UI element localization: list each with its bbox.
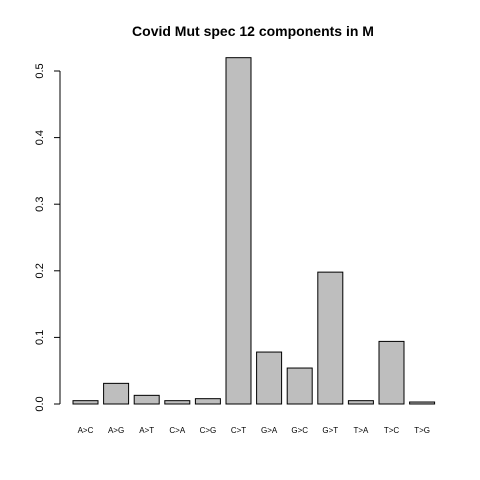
bar-T>A <box>347 400 374 405</box>
x-tick-label: A>C <box>78 426 94 435</box>
bar-C>A <box>164 400 191 405</box>
bar-T>G <box>409 401 436 405</box>
y-tick-label: 0.5 <box>34 63 46 78</box>
bar-A>C <box>72 400 99 405</box>
x-axis-labels: A>C A>G A>T C>A C>G C>T G>A G>C G>T T>A T>C T>G <box>78 426 430 435</box>
y-tick-label: 0.3 <box>34 197 46 212</box>
x-tick-label: A>G <box>108 426 124 435</box>
bar-G>T <box>317 271 344 405</box>
x-tick-label: T>C <box>384 426 400 435</box>
x-tick-label: C>A <box>169 426 185 435</box>
y-axis: 0.0 0.1 0.2 0.3 0.4 0.5 <box>34 63 61 412</box>
chart-title: Covid Mut spec 12 components in M <box>132 23 374 39</box>
bar-A>G <box>103 382 130 405</box>
x-tick-label: T>G <box>414 426 430 435</box>
x-tick-label: C>G <box>200 426 217 435</box>
y-tick-label: 0.0 <box>34 396 46 411</box>
y-tick-label: 0.4 <box>34 130 46 145</box>
y-tick-label: 0.1 <box>34 330 46 345</box>
x-tick-label: A>T <box>139 426 154 435</box>
y-tick-label: 0.2 <box>34 263 46 278</box>
x-tick-label: C>T <box>231 426 246 435</box>
x-tick-label: T>A <box>353 426 369 435</box>
bars-group <box>72 57 436 405</box>
bar-C>T <box>225 57 252 405</box>
bar-G>C <box>286 367 313 405</box>
bar-A>T <box>133 394 160 405</box>
x-tick-label: G>C <box>291 426 308 435</box>
x-tick-label: G>T <box>322 426 338 435</box>
x-tick-label: G>A <box>261 426 278 435</box>
bar-G>A <box>256 351 283 405</box>
bar-T>C <box>378 340 405 405</box>
bar-C>G <box>194 398 221 405</box>
